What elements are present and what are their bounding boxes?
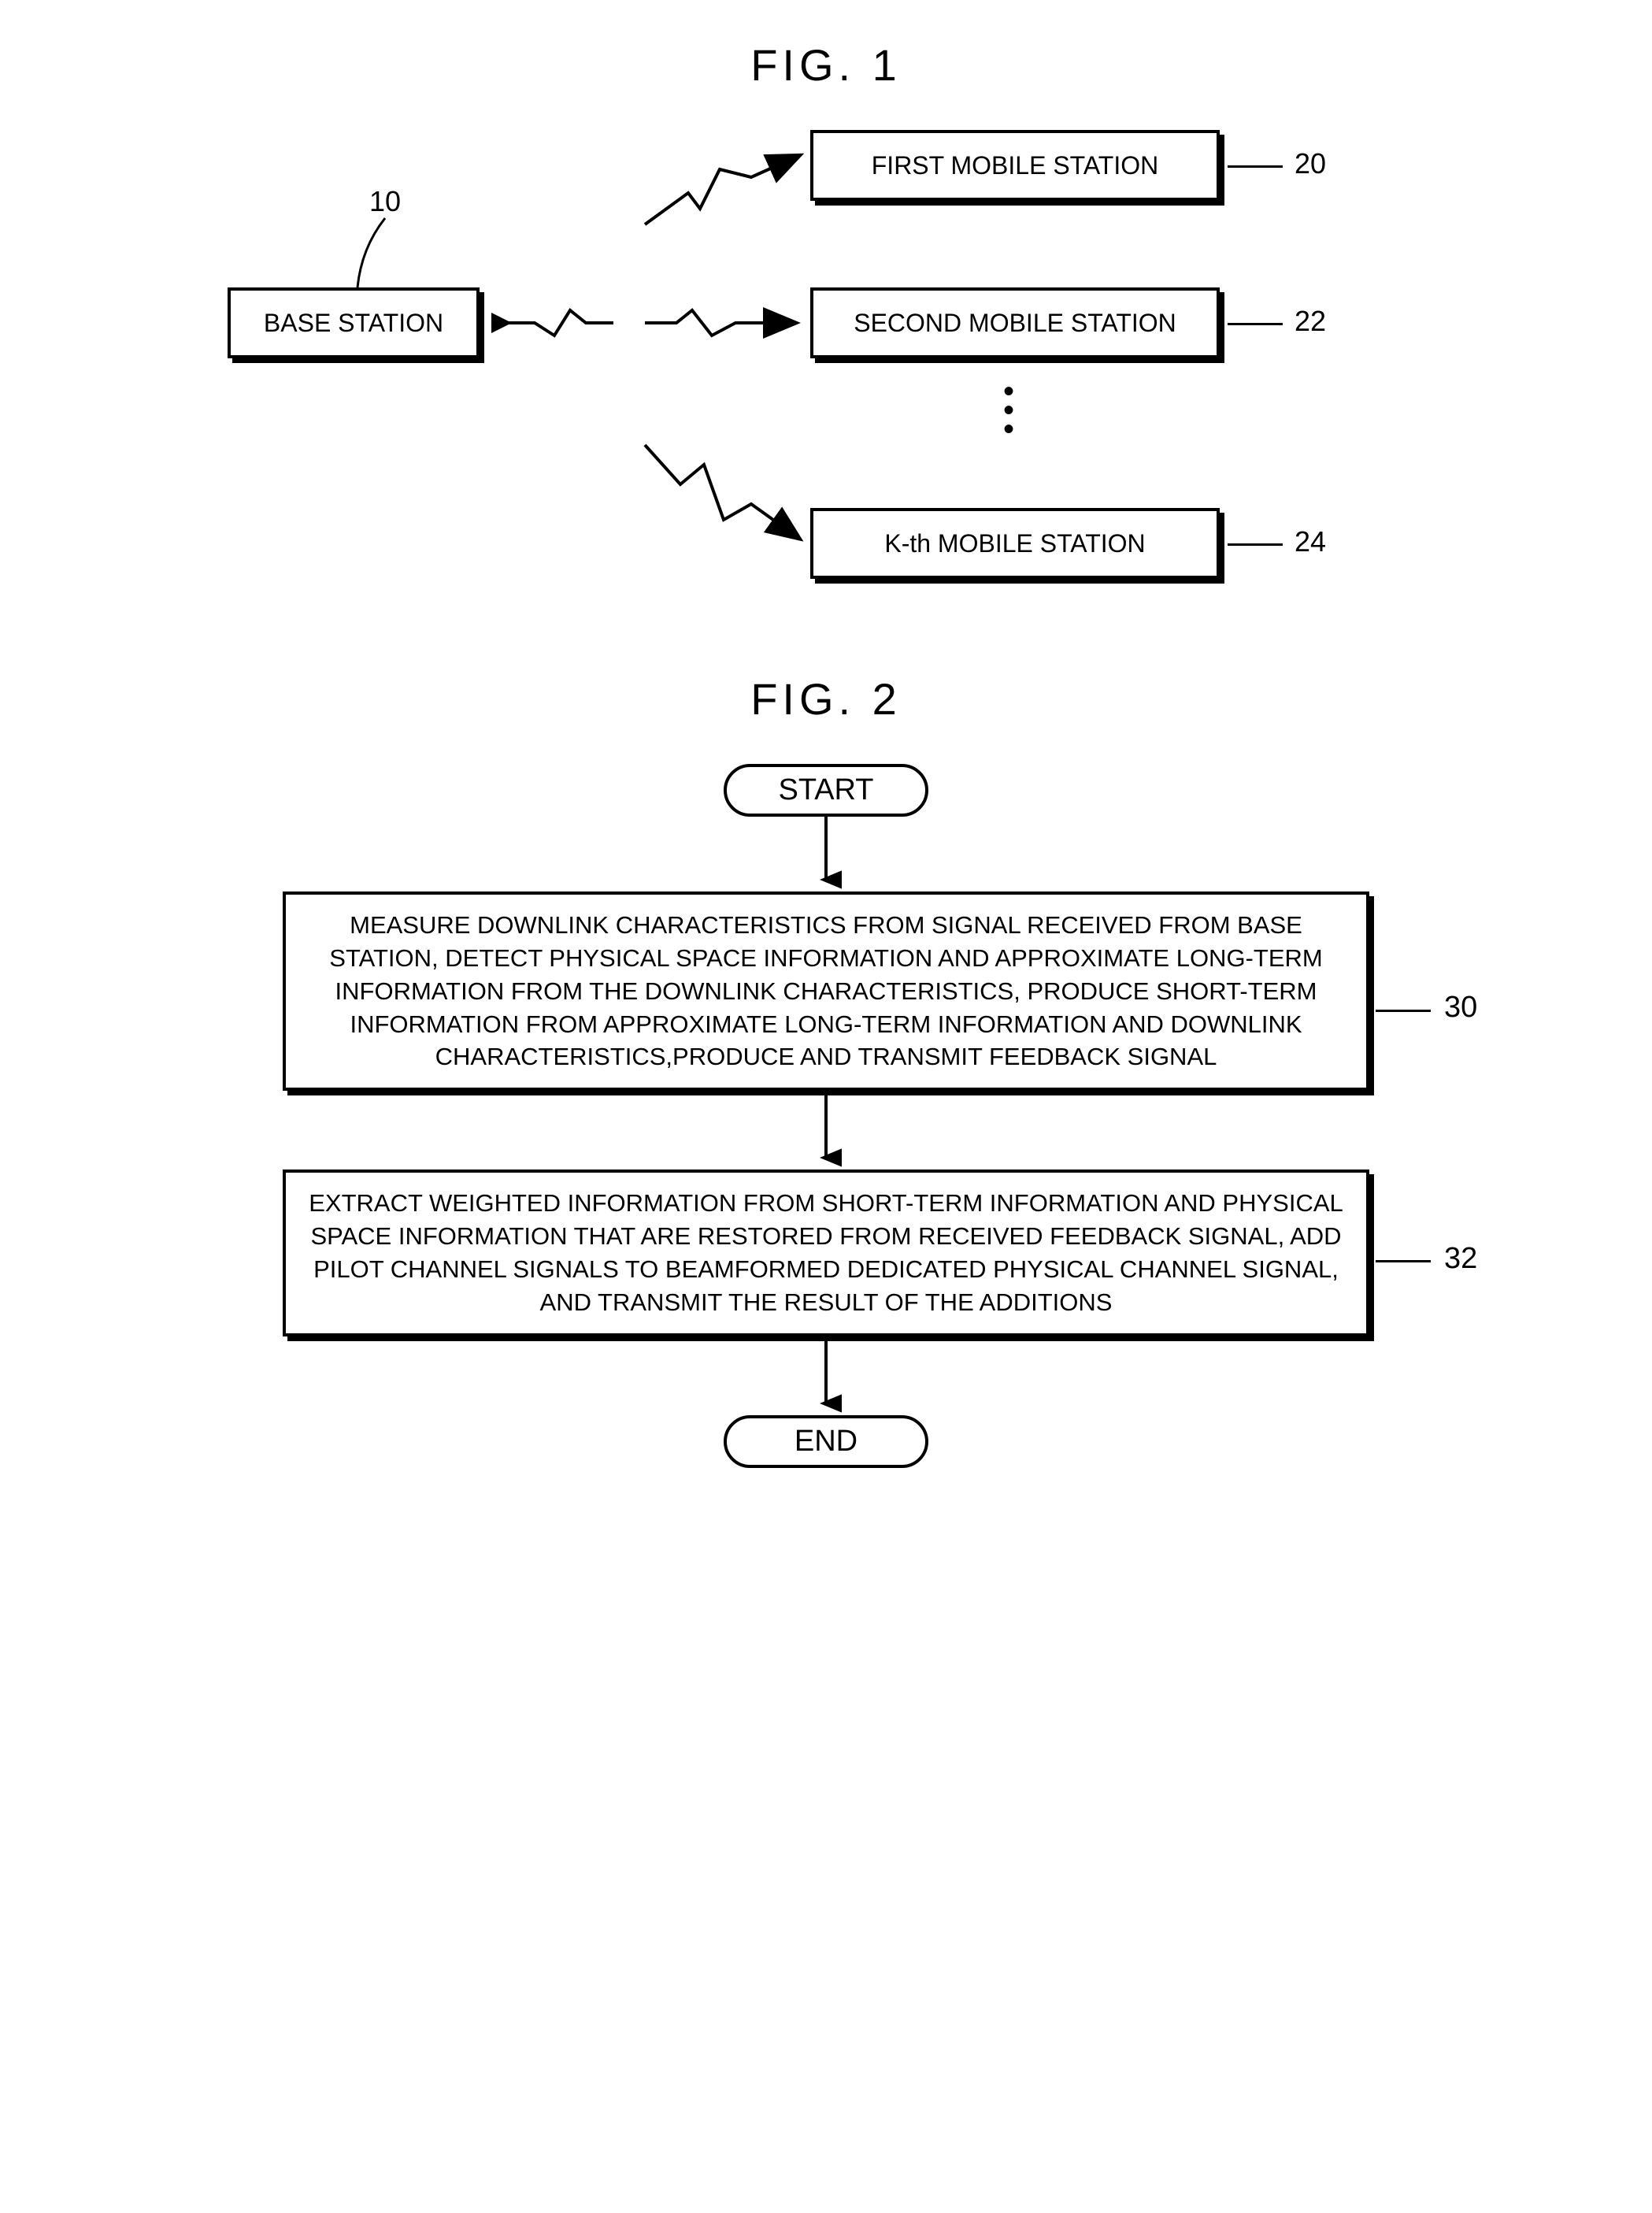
step-32-row: EXTRACT WEIGHTED INFORMATION FROM SHORT-… bbox=[283, 1170, 1369, 1336]
mobile-1-label: FIRST MOBILE STATION bbox=[872, 151, 1158, 180]
mobile-k-box: K-th MOBILE STATION bbox=[810, 508, 1220, 579]
leader-10 bbox=[350, 217, 405, 291]
fig1-title: FIG. 1 bbox=[39, 39, 1613, 91]
fig1-diagram: 10 BASE STATION FIRST MOBILE STATION 20 … bbox=[196, 130, 1456, 642]
ref-10: 10 bbox=[369, 185, 401, 218]
mobile-1-box: FIRST MOBILE STATION bbox=[810, 130, 1220, 201]
start-label: START bbox=[778, 773, 873, 806]
fig2-flowchart: START MEASURE DOWNLINK CHARACTERISTICS F… bbox=[157, 764, 1495, 1468]
ref-22: 22 bbox=[1295, 305, 1326, 338]
mobile-k-label: K-th MOBILE STATION bbox=[884, 529, 1145, 558]
leader-22 bbox=[1228, 323, 1283, 325]
vdots-icon: ••• bbox=[1003, 382, 1014, 439]
arrow-3 bbox=[157, 1336, 1495, 1415]
leader-24 bbox=[1228, 543, 1283, 546]
mobile-2-label: SECOND MOBILE STATION bbox=[854, 309, 1176, 338]
base-station-box: BASE STATION bbox=[228, 287, 480, 358]
arrow-2 bbox=[157, 1091, 1495, 1170]
arrow-down-icon bbox=[810, 1091, 842, 1170]
arrow-down-icon bbox=[810, 817, 842, 892]
zigzag-arrow-right-icon bbox=[637, 299, 810, 347]
start-terminator: START bbox=[724, 764, 928, 817]
leader-30 bbox=[1376, 1010, 1431, 1012]
base-station-label: BASE STATION bbox=[264, 309, 443, 338]
ref-30: 30 bbox=[1444, 991, 1477, 1025]
step-30-text: MEASURE DOWNLINK CHARACTERISTICS FROM SI… bbox=[329, 911, 1322, 1070]
mobile-2-box: SECOND MOBILE STATION bbox=[810, 287, 1220, 358]
zigzag-arrow-upright-icon bbox=[633, 142, 814, 236]
leader-32 bbox=[1376, 1260, 1431, 1262]
end-label: END bbox=[795, 1425, 857, 1458]
step-32-text: EXTRACT WEIGHTED INFORMATION FROM SHORT-… bbox=[309, 1189, 1343, 1316]
ref-20: 20 bbox=[1295, 147, 1326, 180]
ref-32: 32 bbox=[1444, 1242, 1477, 1276]
fig2-title: FIG. 2 bbox=[39, 673, 1613, 725]
ref-24: 24 bbox=[1295, 525, 1326, 558]
end-terminator: END bbox=[724, 1415, 928, 1468]
arrow-1 bbox=[157, 817, 1495, 892]
step-30-row: MEASURE DOWNLINK CHARACTERISTICS FROM SI… bbox=[283, 892, 1369, 1091]
step-32-box: EXTRACT WEIGHTED INFORMATION FROM SHORT-… bbox=[283, 1170, 1369, 1336]
leader-20 bbox=[1228, 165, 1283, 168]
zigzag-arrow-left-icon bbox=[491, 299, 625, 347]
zigzag-arrow-downright-icon bbox=[633, 437, 814, 555]
step-30-box: MEASURE DOWNLINK CHARACTERISTICS FROM SI… bbox=[283, 892, 1369, 1091]
arrow-down-icon bbox=[810, 1336, 842, 1415]
